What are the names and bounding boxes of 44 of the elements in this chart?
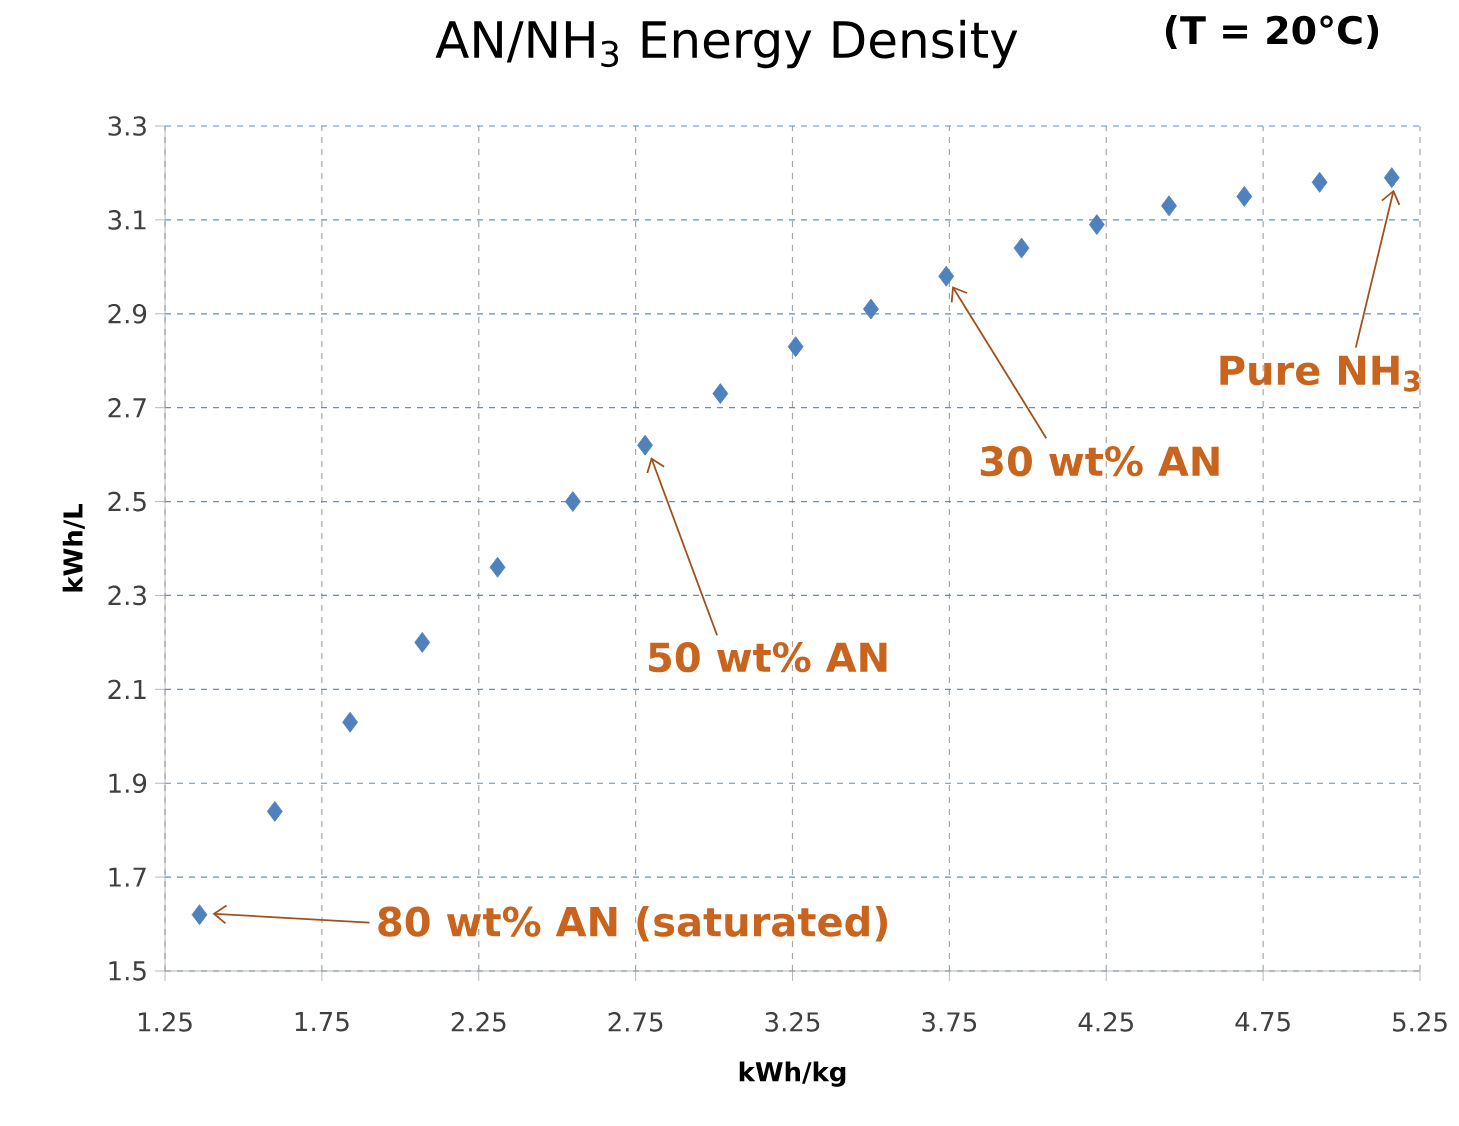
point [787,336,804,358]
annotation: 50 wt% AN [649,642,887,673]
point [342,711,359,733]
x-tick-label: 4.75 [1235,1012,1290,1032]
x-tick-label: 1.75 [295,1012,349,1032]
point [712,383,729,404]
y-tick-label: 2.3 [108,585,146,606]
y-tick-label: 3.1 [108,210,146,230]
annotation: 30 wt% AN [980,446,1219,477]
y-tick-label: 2.1 [108,679,146,699]
x-tick-label: 2.75 [608,1012,663,1032]
chart-subtitle: (T = 20°C) [1165,15,1379,49]
point [191,904,208,926]
x-tick-label: 1.25 [138,1012,192,1032]
y-tick-label: 1.5 [109,961,146,981]
y-tick-label: 2.5 [108,491,146,512]
point [489,556,506,578]
x-tick-label: 3.25 [765,1012,820,1032]
y-tick-label: 2.9 [108,303,147,324]
point [1088,214,1105,235]
point [1311,171,1328,193]
y-tick-label: 2.7 [108,398,146,418]
annotation: Pure NH$_{3}$ [1220,355,1420,392]
point [863,298,879,320]
point [414,631,431,653]
point [938,265,955,287]
point [266,800,283,822]
y-tick-label: 1.9 [109,773,147,794]
x-axis-title: kWh/kg [739,1061,846,1087]
point [1236,186,1253,207]
point [1383,167,1400,189]
x-tick-label: 3.75 [922,1012,977,1032]
point [1013,237,1030,259]
point [637,434,653,456]
chart-title: AN/NH$_{3}$ Energy Density [435,19,1018,69]
y-tick-label: 3.3 [108,116,146,136]
x-tick-label: 2.25 [451,1012,506,1032]
y-axis-title: kWh/L [62,503,85,592]
y-tick-label: 1.7 [109,867,146,887]
x-tick-label: 5.25 [1393,1012,1447,1032]
x-tick-label: 4.25 [1078,1012,1133,1032]
annotation: 80 wt% AN (saturated) [378,905,888,942]
point [1161,195,1177,217]
point [564,491,581,512]
